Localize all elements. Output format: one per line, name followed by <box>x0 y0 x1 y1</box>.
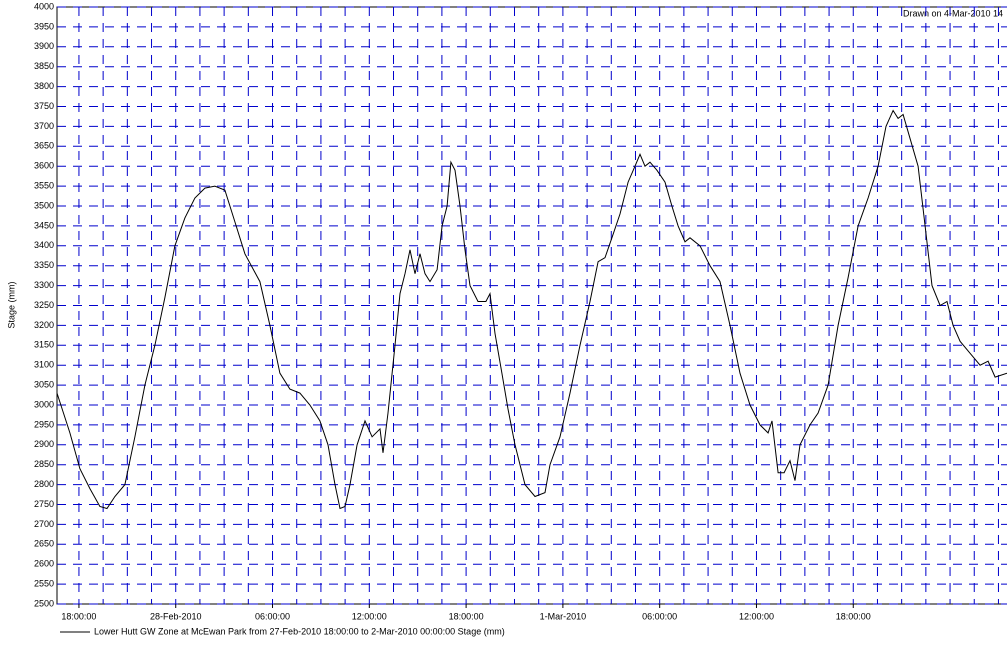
x-tick-label: 28-Feb-2010 <box>150 611 202 621</box>
y-tick-label: 3350 <box>34 260 54 270</box>
y-tick-label: 3800 <box>34 81 54 91</box>
y-tick-label: 3600 <box>34 161 54 171</box>
series-line <box>56 109 1007 510</box>
legend-label: Lower Hutt GW Zone at McEwan Park from 2… <box>94 626 505 636</box>
y-tick-label: 3850 <box>34 61 54 71</box>
y-tick-label: 3700 <box>34 121 54 131</box>
y-tick-label: 3100 <box>34 360 54 370</box>
y-axis-label: Stage (mm) <box>6 281 16 328</box>
x-tick-label: 18:00:00 <box>836 611 871 621</box>
y-tick-label: 3400 <box>34 240 54 250</box>
y-tick-label: 2550 <box>34 578 54 588</box>
y-tick-label: 2850 <box>34 459 54 469</box>
y-tick-label: 2700 <box>34 519 54 529</box>
y-tick-label: 2950 <box>34 419 54 429</box>
y-tick-label: 3550 <box>34 180 54 190</box>
y-tick-label: 2600 <box>34 559 54 569</box>
x-tick-label: 06:00:00 <box>255 611 290 621</box>
x-tick-label: 1-Mar-2010 <box>540 611 587 621</box>
x-tick-label: 06:00:00 <box>642 611 677 621</box>
annotation: Drawn on 4-Mar-2010 14 <box>903 8 1003 18</box>
y-tick-label: 3500 <box>34 200 54 210</box>
y-tick-label: 3050 <box>34 379 54 389</box>
y-tick-label: 3950 <box>34 21 54 31</box>
y-tick-label: 2900 <box>34 439 54 449</box>
y-tick-label: 3250 <box>34 300 54 310</box>
y-tick-label: 3150 <box>34 340 54 350</box>
x-tick-label: 12:00:00 <box>352 611 387 621</box>
y-tick-label: 3750 <box>34 101 54 111</box>
x-tick-label: 12:00:00 <box>739 611 774 621</box>
x-tick-label: 18:00:00 <box>61 611 96 621</box>
y-tick-label: 3200 <box>34 320 54 330</box>
y-tick-label: 3000 <box>34 399 54 409</box>
y-tick-label: 2750 <box>34 499 54 509</box>
x-tick-label: 18:00:00 <box>449 611 484 621</box>
y-tick-label: 3300 <box>34 280 54 290</box>
y-tick-label: 3900 <box>34 41 54 51</box>
y-tick-label: 4000 <box>34 1 54 11</box>
y-tick-label: 2800 <box>34 479 54 489</box>
y-tick-label: 2500 <box>34 598 54 608</box>
y-tick-label: 3450 <box>34 220 54 230</box>
y-tick-label: 3650 <box>34 141 54 151</box>
y-tick-label: 2650 <box>34 539 54 549</box>
